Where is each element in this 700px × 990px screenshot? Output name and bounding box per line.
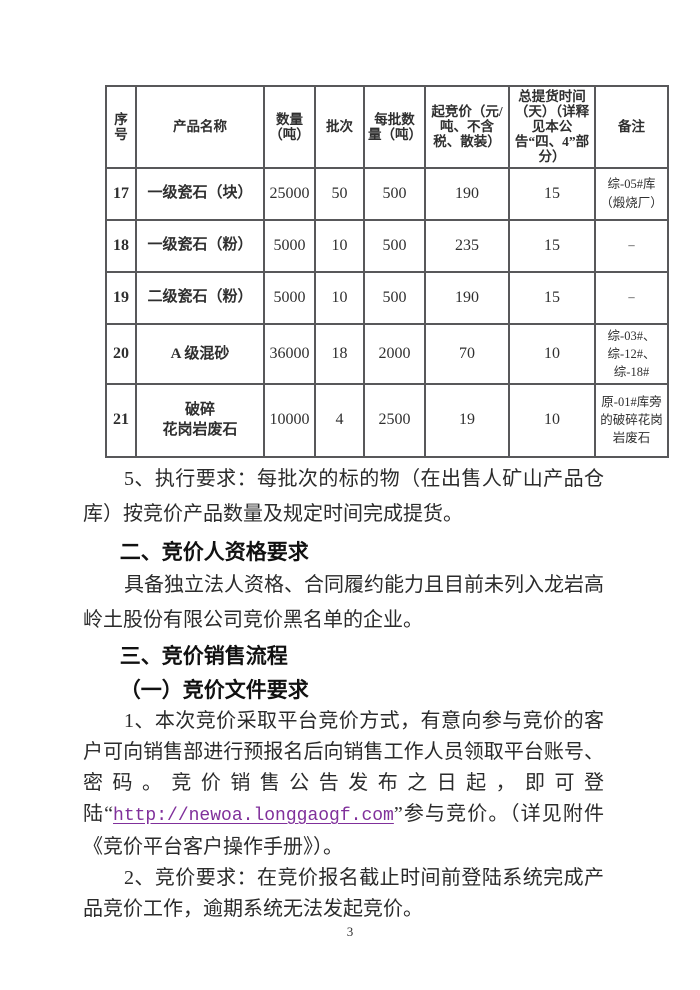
cell-quantity: 5000 [263,270,316,325]
page-number: 3 [346,924,354,939]
cell-remark: 综-03#、 综-12#、 综-18# [594,322,669,385]
cell-per-batch: 500 [363,270,426,325]
cell-pickup-days: 15 [508,166,596,221]
table-header-row: 序号 产品名称 数量（吨） 批次 每批数量（吨） 起竞价（元/吨、不含税、散装）… [105,85,669,169]
cell-pickup-days: 15 [508,218,596,273]
para-platform-after: ”参与竞价。（详见附件《竞价平台客户操作手册》）。 [83,802,604,858]
table-row: 17 一级瓷石（块） 25000 50 500 190 15 综-05#库 （煅… [105,166,669,221]
table-row: 18 一级瓷石（粉） 5000 10 500 235 15 – [105,218,669,273]
cell-remark: 原-01#库旁的破碎花岗岩废石 [594,382,669,458]
cell-per-batch: 2500 [363,382,426,458]
cell-start-price: 19 [424,382,510,458]
cell-index: 21 [105,382,137,458]
products-table: 序号 产品名称 数量（吨） 批次 每批数量（吨） 起竞价（元/吨、不含税、散装）… [105,85,669,458]
para-qualification: 具备独立法人资格、合同履约能力且目前未列入龙岩高岭土股份有限公司竞价黑名单的企业… [83,573,604,631]
cell-product-name: 一级瓷石（块） [135,166,265,221]
cell-quantity: 5000 [263,218,316,273]
col-header-per-batch: 每批数量（吨） [363,85,426,169]
cell-quantity: 10000 [263,382,316,458]
heading-process: 三、竞价销售流程 [119,644,288,668]
table-row: 21 破碎 花岗岩废石 10000 4 2500 19 10 原-01#库旁的破… [105,382,669,458]
cell-batches: 10 [314,218,365,273]
cell-remark: 综-05#库 （煅烧厂） [594,166,669,221]
col-header-start-price: 起竞价（元/吨、不含税、散装） [424,85,510,169]
cell-product-name: 破碎 花岗岩废石 [135,382,265,458]
cell-per-batch: 500 [363,166,426,221]
cell-batches: 50 [314,166,365,221]
para-platform: 1、本次竞价采取平台竞价方式，有意向参与竞价的客户可向销售部进行预报名后向销售工… [83,706,604,863]
cell-batches: 4 [314,382,365,458]
cell-product-name: 一级瓷石（粉） [135,218,265,273]
document-body: 5、执行要求：每批次的标的物（在出售人矿山产品仓库）按竞价产品数量及规定时间完成… [83,462,604,925]
platform-link[interactable]: http://newoa.longgaogf.com [113,805,394,826]
cell-per-batch: 2000 [363,322,426,385]
cell-index: 20 [105,322,137,385]
col-header-index: 序号 [105,85,137,169]
cell-quantity: 25000 [263,166,316,221]
cell-index: 17 [105,166,137,221]
table-row: 19 二级瓷石（粉） 5000 10 500 190 15 – [105,270,669,325]
cell-index: 19 [105,270,137,325]
cell-index: 18 [105,218,137,273]
cell-per-batch: 500 [363,218,426,273]
cell-product-name: 二级瓷石（粉） [135,270,265,325]
heading-qualification: 二、竞价人资格要求 [119,540,309,564]
cell-product-name: A 级混砂 [135,322,265,385]
cell-start-price: 190 [424,270,510,325]
cell-batches: 10 [314,270,365,325]
cell-start-price: 235 [424,218,510,273]
cell-quantity: 36000 [263,322,316,385]
heading-documents: （一）竞价文件要求 [119,678,309,702]
col-header-batches: 批次 [314,85,365,169]
col-header-quantity: 数量（吨） [263,85,316,169]
para-execution: 5、执行要求：每批次的标的物（在出售人矿山产品仓库）按竞价产品数量及规定时间完成… [83,467,604,525]
cell-remark: – [594,270,669,325]
col-header-pickup-time: 总提货时间（天）（详释见本公告“四、4”部分） [508,85,596,169]
para-platform-before: 1、本次竞价采取平台竞价方式，有意向参与竞价的客户可向销售部进行预报名后向销售工… [83,709,604,825]
cell-start-price: 70 [424,322,510,385]
cell-pickup-days: 10 [508,322,596,385]
cell-pickup-days: 10 [508,382,596,458]
para-deadline: 2、竞价要求：在竞价报名截止时间前登陆系统完成产品竞价工作，逾期系统无法发起竞价… [83,866,604,920]
cell-remark: – [594,218,669,273]
cell-batches: 18 [314,322,365,385]
col-header-remark: 备注 [594,85,669,169]
cell-pickup-days: 15 [508,270,596,325]
table-row: 20 A 级混砂 36000 18 2000 70 10 综-03#、 综-12… [105,322,669,385]
col-header-product-name: 产品名称 [135,85,265,169]
cell-start-price: 190 [424,166,510,221]
